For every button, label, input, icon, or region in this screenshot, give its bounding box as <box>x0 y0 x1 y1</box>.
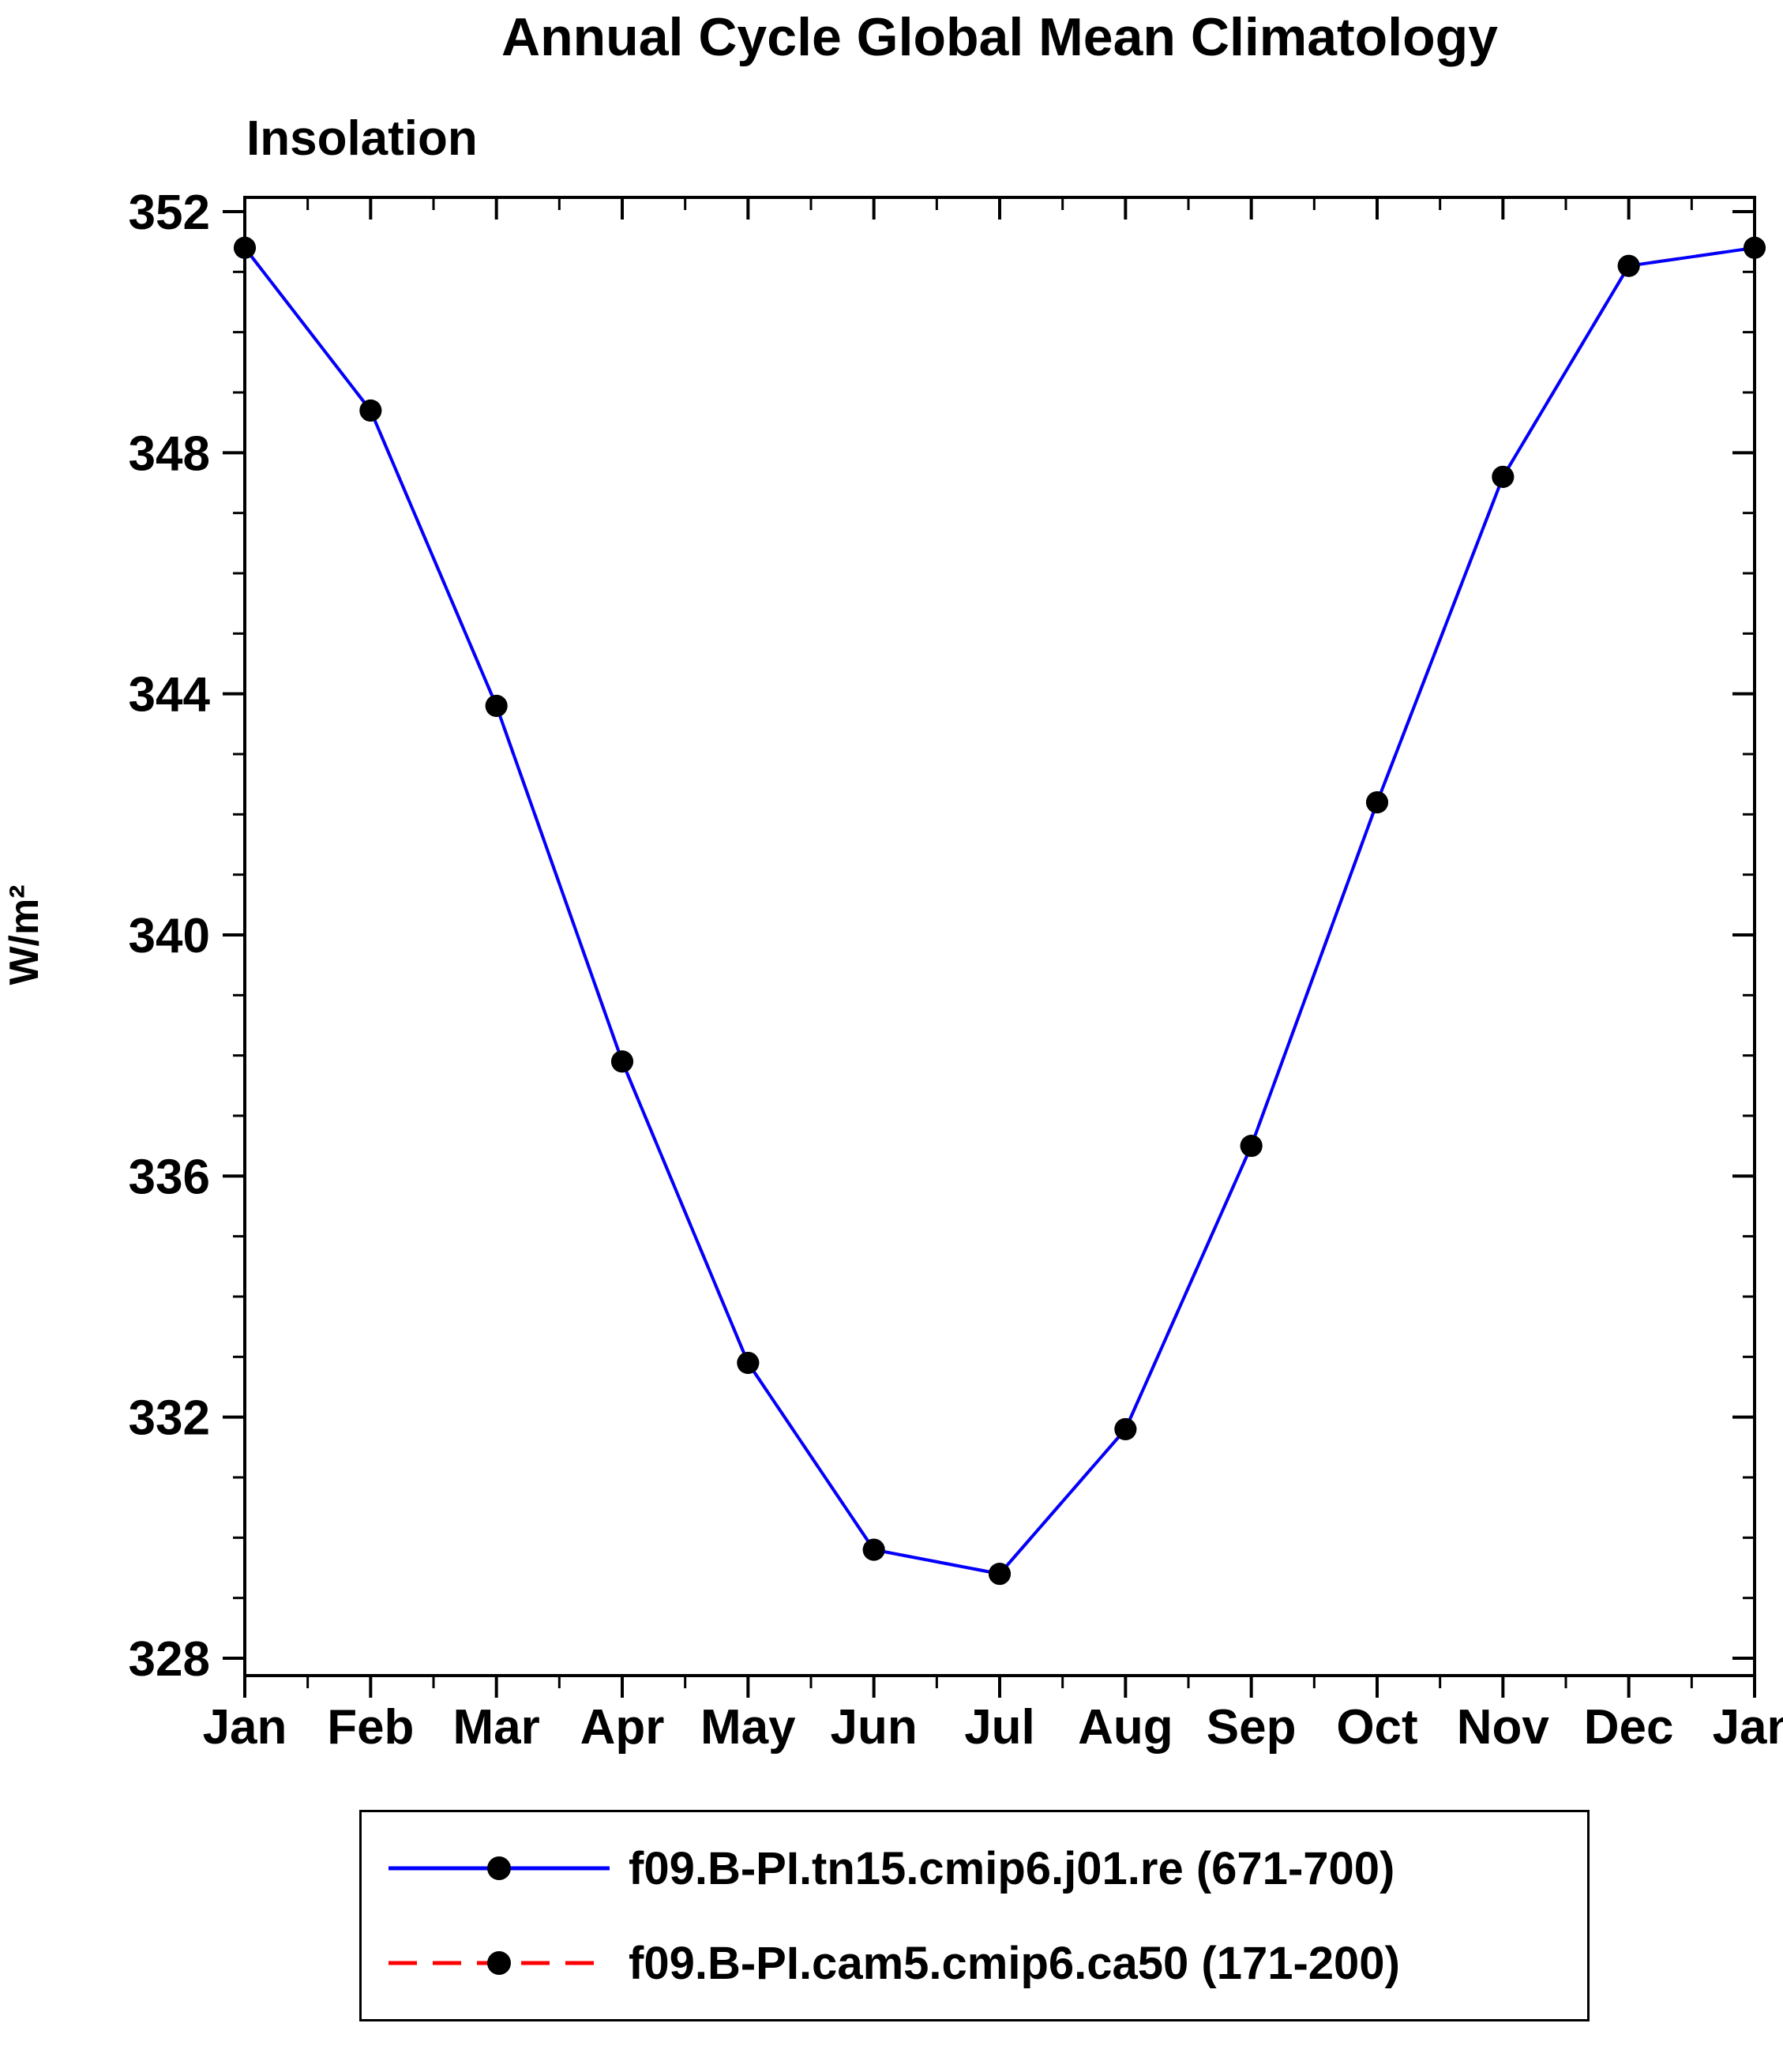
axis-label: Jun <box>831 1700 918 1755</box>
legend-item: f09.B-PI.tn15.cmip6.j01.re (671-700) <box>362 1821 1587 1916</box>
axis-label: Nov <box>1457 1700 1550 1755</box>
axis-label: Mar <box>453 1700 540 1755</box>
data-point-marker <box>234 236 256 259</box>
axis-label: 332 <box>129 1391 210 1446</box>
y-axis-title: W/m² <box>2 884 47 985</box>
axis-label: Jan <box>1713 1700 1783 1755</box>
axis-label: 344 <box>129 668 211 723</box>
axis-label: Dec <box>1584 1700 1674 1755</box>
data-point-marker <box>485 694 508 717</box>
axis-label: 348 <box>129 426 210 481</box>
axis-label: Aug <box>1078 1700 1173 1755</box>
data-point-marker <box>1744 236 1766 259</box>
axis-label: Sep <box>1207 1700 1297 1755</box>
axis-label: 336 <box>129 1150 210 1204</box>
axis-label: Feb <box>327 1700 414 1755</box>
axis-label: Apr <box>580 1700 665 1755</box>
axis-label: 340 <box>129 909 210 963</box>
legend-line-swatch <box>389 1951 610 1975</box>
plot-frame <box>243 196 1756 1677</box>
data-point-marker <box>1114 1417 1137 1440</box>
axis-label: Jan <box>203 1700 287 1755</box>
data-point-marker <box>1492 465 1515 488</box>
data-point-marker <box>1366 791 1388 814</box>
axis-label: Jul <box>964 1700 1035 1755</box>
legend: f09.B-PI.tn15.cmip6.j01.re (671-700) f09… <box>359 1810 1590 2021</box>
data-point-marker <box>862 1538 885 1561</box>
legend-line-swatch <box>389 1856 610 1880</box>
axis-label: May <box>700 1700 796 1755</box>
axis-label: 328 <box>129 1632 210 1687</box>
series-line-0 <box>243 246 1755 1576</box>
data-point-marker <box>737 1351 760 1374</box>
data-point-marker <box>611 1050 633 1073</box>
axis-label: 352 <box>129 186 210 240</box>
axis-label: Oct <box>1336 1700 1417 1755</box>
data-point-marker <box>1240 1135 1263 1158</box>
data-point-marker <box>1617 254 1640 277</box>
data-point-marker <box>359 399 382 422</box>
data-point-marker <box>989 1563 1011 1586</box>
legend-item: f09.B-PI.cam5.cmip6.ca50 (171-200) <box>362 1916 1587 2010</box>
legend-label: f09.B-PI.tn15.cmip6.j01.re (671-700) <box>629 1842 1395 1894</box>
chart-title: Annual Cycle Global Mean Climatology <box>501 7 1498 67</box>
legend-label: f09.B-PI.cam5.cmip6.ca50 (171-200) <box>629 1937 1400 1989</box>
series-line-1 <box>243 246 1755 1576</box>
chart-subtitle: Insolation <box>246 111 478 166</box>
